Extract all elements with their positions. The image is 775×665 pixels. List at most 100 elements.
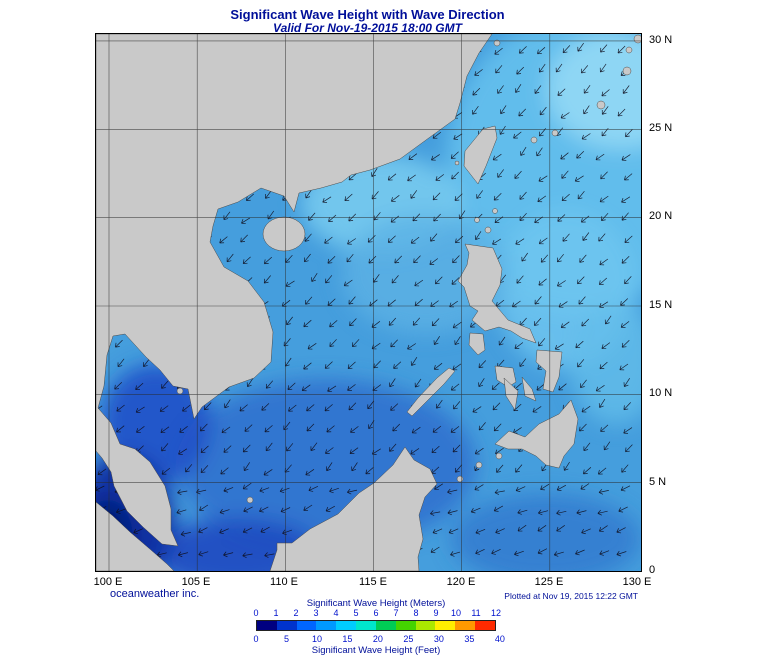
wave-direction-arrow <box>115 339 123 348</box>
wave-direction-arrow <box>116 404 125 412</box>
wave-direction-arrow <box>286 316 293 326</box>
wave-direction-arrow <box>576 150 585 159</box>
wave-direction-arrow <box>325 505 335 512</box>
wave-direction-arrow <box>620 298 629 306</box>
wave-direction-arrow <box>306 423 315 432</box>
wave-direction-arrow <box>453 401 461 410</box>
wave-height-map <box>96 34 641 571</box>
wave-direction-arrow <box>598 233 606 242</box>
wave-direction-arrow <box>597 509 608 516</box>
wave-direction-arrow <box>538 278 547 286</box>
wave-direction-arrow <box>265 380 274 389</box>
meters-tick: 4 <box>333 608 339 618</box>
wave-direction-arrow <box>239 404 248 412</box>
wave-direction-arrow <box>623 402 631 411</box>
land-panay <box>494 365 517 388</box>
wave-direction-arrow <box>351 339 360 348</box>
wave-direction-arrow <box>519 358 527 367</box>
wave-direction-arrow <box>494 47 503 55</box>
wave-direction-arrow <box>365 467 374 475</box>
wave-direction-arrow <box>450 551 461 557</box>
wave-direction-arrow <box>246 193 255 201</box>
wave-direction-arrow <box>324 236 333 244</box>
lon-label: 105 E <box>181 576 211 588</box>
wave-direction-arrow <box>625 129 633 138</box>
wave-direction-arrow <box>625 444 633 453</box>
wave-direction-arrow <box>537 195 547 203</box>
wave-direction-arrow <box>599 550 610 556</box>
lon-label: 120 E <box>446 576 476 588</box>
wave-direction-arrow <box>563 461 570 471</box>
land-sumatra <box>96 501 175 571</box>
wave-direction-arrow <box>580 483 590 490</box>
land-island <box>530 136 538 144</box>
wave-direction-arrow <box>452 444 461 453</box>
wave-direction-arrow <box>521 252 528 262</box>
wave-direction-arrow <box>325 447 334 454</box>
wave-direction-arrow <box>200 423 208 432</box>
wave-direction-arrow <box>616 550 627 557</box>
meters-tick: 0 <box>253 608 259 618</box>
feet-tick: 25 <box>403 634 414 644</box>
wave-direction-arrow <box>598 398 606 408</box>
lat-label: 25 N <box>649 122 673 134</box>
wave-direction-arrow <box>454 336 461 346</box>
wave-direction-arrow <box>387 235 396 243</box>
wave-direction-arrow <box>600 424 609 432</box>
wave-direction-arrow <box>519 46 527 54</box>
wave-direction-arrow <box>579 254 587 263</box>
wave-direction-arrow <box>624 276 632 285</box>
wave-direction-arrow <box>621 256 630 264</box>
wave-direction-arrow <box>116 508 126 514</box>
wave-direction-arrow <box>346 253 354 263</box>
legend-meters-title: Significant Wave Height (Meters) <box>306 598 446 609</box>
wave-direction-arrow <box>599 361 608 370</box>
page-title: Significant Wave Height with Wave Direct… <box>230 7 505 22</box>
wave-direction-arrow <box>492 238 502 245</box>
wave-direction-arrow <box>574 175 584 182</box>
wave-direction-arrow <box>259 487 270 493</box>
wave-direction-arrow <box>393 361 402 369</box>
wave-direction-arrow <box>519 212 527 221</box>
wave-direction-arrow <box>620 321 630 328</box>
lon-label: 130 E <box>622 576 652 588</box>
wave-direction-arrow <box>159 405 169 412</box>
wave-direction-arrow <box>286 443 294 452</box>
wave-direction-arrow <box>561 193 570 202</box>
wave-direction-arrow <box>198 550 209 557</box>
lat-label: 30 N <box>649 34 673 46</box>
wave-direction-arrow <box>220 467 229 475</box>
wave-direction-arrow <box>263 256 273 265</box>
wave-direction-arrow <box>96 485 105 492</box>
wave-direction-arrow <box>499 105 507 115</box>
feet-tick: 40 <box>494 634 505 644</box>
wave-direction-arrow <box>431 318 440 327</box>
land-mindanao <box>494 399 579 469</box>
lat-label: 10 N <box>649 387 673 399</box>
wave-direction-arrow <box>623 378 630 387</box>
wave-direction-arrow <box>156 551 167 558</box>
wave-direction-arrow <box>303 319 312 328</box>
wave-direction-arrow <box>492 402 501 411</box>
wave-direction-arrow <box>368 255 377 264</box>
feet-tick: 35 <box>464 634 475 644</box>
wave-direction-arrow <box>432 425 442 433</box>
wave-direction-arrow <box>224 399 231 409</box>
wave-direction-arrow <box>242 256 251 264</box>
land-island <box>246 496 254 504</box>
wave-direction-arrow <box>182 404 191 412</box>
colorbar-segment <box>475 621 495 630</box>
wave-direction-arrow <box>556 525 566 532</box>
wave-direction-arrow <box>143 358 150 367</box>
land-island <box>475 461 483 469</box>
wave-direction-arrow <box>324 361 333 369</box>
meters-tick: 7 <box>393 608 399 618</box>
wave-direction-arrow <box>534 296 542 305</box>
wave-direction-arrow <box>327 256 336 264</box>
lat-label: 20 N <box>649 210 673 222</box>
wave-direction-arrow <box>474 231 482 241</box>
wave-direction-arrow <box>413 255 421 264</box>
wave-direction-arrow <box>389 378 396 388</box>
wave-direction-arrow <box>265 190 272 199</box>
land-taiwan <box>463 125 498 185</box>
